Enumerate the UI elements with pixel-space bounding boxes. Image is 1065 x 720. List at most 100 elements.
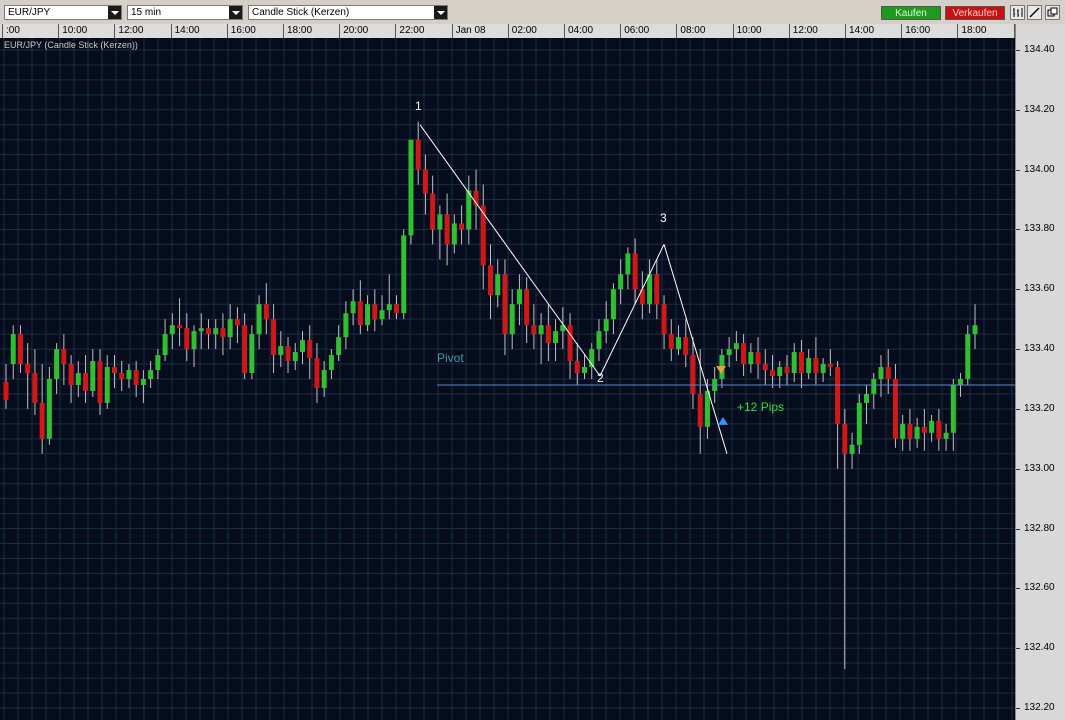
- candle-body: [502, 274, 508, 335]
- time-axis-label: 22:00: [395, 24, 424, 38]
- candle-body: [856, 402, 862, 445]
- time-axis-label: 04:00: [564, 24, 593, 38]
- candle-body: [162, 334, 168, 356]
- candle-body: [83, 373, 89, 391]
- candle-body: [639, 289, 645, 305]
- candle-body: [466, 190, 472, 230]
- candle-body: [205, 328, 211, 335]
- price-axis: 134.40 134.20 134.00 133.80 133.60 133.40 133.…: [1015, 24, 1065, 720]
- candle-body: [516, 289, 522, 305]
- time-axis-label: 12:00: [114, 24, 143, 38]
- detach-window-icon[interactable]: [1045, 5, 1060, 20]
- candle-body: [538, 325, 544, 335]
- pips-label: +12 Pips: [737, 400, 785, 414]
- candle-body: [929, 420, 935, 433]
- candle-body: [3, 381, 9, 400]
- candle-body: [177, 325, 183, 329]
- time-axis-label: 08:00: [676, 24, 705, 38]
- price-axis-tick: [1016, 289, 1020, 291]
- candle-body: [553, 331, 559, 344]
- candle-body: [900, 423, 906, 439]
- bar-chart-icon[interactable]: [1010, 5, 1025, 20]
- candle-body: [849, 444, 855, 454]
- candle-body: [697, 393, 703, 427]
- chevron-down-icon[interactable]: [108, 6, 121, 19]
- candle-body: [111, 367, 117, 374]
- time-axis-label: 20:00: [339, 24, 368, 38]
- candle-body: [733, 343, 739, 350]
- price-axis-label: 132.60: [1024, 582, 1055, 594]
- candle-body: [972, 325, 978, 335]
- price-axis-tick: [1016, 109, 1020, 111]
- candle-body: [68, 364, 74, 385]
- candle-body: [451, 223, 457, 245]
- pivot-label: Pivot: [437, 351, 464, 365]
- candle-body: [589, 349, 595, 368]
- candle-body: [864, 393, 870, 403]
- candle-body: [777, 367, 783, 377]
- candle-body: [437, 214, 443, 230]
- price-axis-label: 133.20: [1024, 402, 1055, 414]
- candle-body: [32, 373, 38, 403]
- time-axis-label: 20:: [1013, 24, 1015, 38]
- candle-body: [755, 352, 761, 365]
- candle-body: [328, 355, 334, 371]
- candle-body: [220, 328, 226, 338]
- price-axis-tick: [1016, 468, 1020, 470]
- candle-body: [704, 390, 710, 427]
- chevron-down-icon[interactable]: [229, 6, 242, 19]
- candle-body: [372, 304, 378, 320]
- candle-body: [336, 337, 342, 356]
- candle-body: [263, 304, 269, 320]
- sell-button[interactable]: Verkaufen: [945, 6, 1005, 20]
- price-axis-tick: [1016, 229, 1020, 231]
- candle-body: [430, 193, 436, 230]
- chevron-down-icon[interactable]: [434, 6, 447, 19]
- price-axis-tick: [1016, 408, 1020, 410]
- time-axis-label: 14:00: [845, 24, 874, 38]
- time-axis-label: :00: [2, 24, 20, 38]
- candle-body: [495, 274, 501, 296]
- candle-body: [242, 325, 248, 374]
- buy-button[interactable]: Kaufen: [881, 6, 941, 20]
- sell-marker-icon: [716, 366, 726, 375]
- chart-style-select[interactable]: Candle Stick (Kerzen): [248, 5, 448, 20]
- symbol-select[interactable]: EUR/JPY: [4, 5, 122, 20]
- candle-body: [806, 358, 812, 374]
- candle-body: [914, 426, 920, 439]
- candle-body: [97, 361, 103, 403]
- time-axis-label: 16:00: [226, 24, 256, 38]
- price-axis-tick: [1016, 49, 1020, 51]
- time-axis-label: 18:00: [957, 24, 986, 38]
- candle-body: [618, 274, 624, 290]
- candle-body: [791, 352, 797, 374]
- candle-body: [126, 370, 132, 379]
- price-axis-label: 132.20: [1024, 702, 1055, 714]
- candle-body: [676, 337, 682, 350]
- candle-body: [958, 379, 964, 385]
- candle-body: [155, 355, 161, 371]
- time-axis-label: 02:00: [507, 24, 537, 38]
- draw-line-icon[interactable]: [1027, 5, 1042, 20]
- candle-body: [17, 334, 23, 365]
- chart-title: EUR/JPY (Candle Stick (Kerzen)): [4, 40, 138, 50]
- candle-body: [357, 301, 363, 326]
- candle-body: [871, 379, 877, 394]
- candle-body: [647, 274, 653, 305]
- candle-body: [726, 349, 732, 356]
- price-axis-label: 134.00: [1024, 163, 1055, 175]
- price-axis-tick: [1016, 169, 1020, 171]
- candle-body: [314, 358, 320, 388]
- candle-body: [459, 223, 465, 230]
- price-axis-tick: [1016, 528, 1020, 530]
- interval-select[interactable]: 15 min: [127, 5, 243, 20]
- candle-body: [784, 367, 790, 374]
- symbol-select-value: EUR/JPY: [8, 7, 51, 18]
- candle-body: [10, 334, 16, 365]
- candle-body: [560, 325, 566, 332]
- price-axis-tick: [1016, 708, 1020, 710]
- price-axis-label: 133.40: [1024, 343, 1055, 355]
- candle-body: [307, 340, 313, 359]
- chart-area[interactable]: EUR/JPY (Candle Stick (Kerzen)) Pivot +1…: [0, 38, 1015, 720]
- candle-body: [227, 319, 233, 338]
